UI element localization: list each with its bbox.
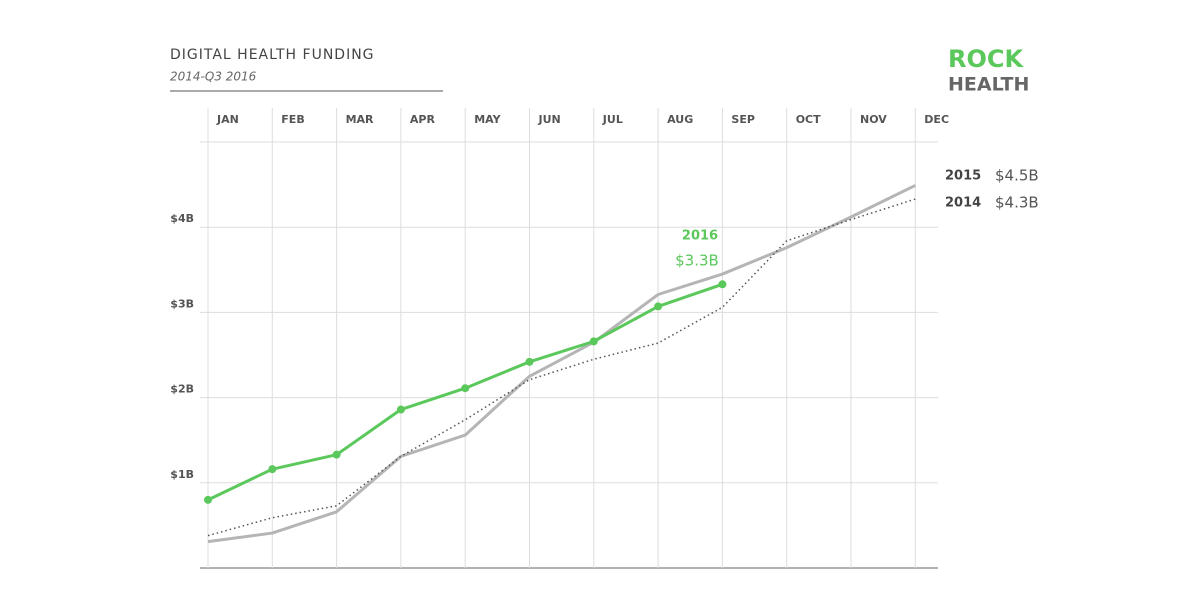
- chart-title: DIGITAL HEALTH FUNDING: [170, 47, 375, 63]
- y-tick-label: $3B: [170, 297, 194, 310]
- end-label: $4.3B: [995, 194, 1039, 212]
- x-tick-label: JUL: [602, 113, 623, 126]
- x-tick-label: MAR: [346, 113, 374, 126]
- point: [654, 302, 663, 311]
- point: [204, 495, 212, 504]
- series-line: [207, 184, 916, 544]
- series-name: 2015: [945, 169, 981, 184]
- y-tick-label: $2B: [170, 383, 194, 396]
- x-tick-label: MAY: [474, 113, 501, 126]
- y-tick-label: $4B: [170, 212, 194, 225]
- x-tick-label: OCT: [796, 113, 821, 126]
- y-tick-label: $1B: [170, 468, 194, 481]
- x-tick-label: JAN: [216, 113, 239, 126]
- point: [396, 405, 405, 414]
- point: [525, 357, 534, 366]
- x-tick-label: NOV: [860, 113, 887, 126]
- chart-subtitle: 2014-Q3 2016: [170, 70, 257, 84]
- x-tick-label: JUN: [538, 113, 561, 126]
- x-tick-label: SEP: [731, 113, 755, 126]
- end-label: $4.5B: [995, 167, 1039, 185]
- x-tick-label: APR: [410, 113, 436, 126]
- point: [589, 337, 598, 346]
- series-name: 2016: [682, 229, 718, 244]
- series-name: 2014: [945, 196, 981, 211]
- logo-bottom: HEALTH: [948, 74, 1029, 96]
- x-tick-label: AUG: [667, 113, 693, 126]
- point: [718, 280, 727, 289]
- x-tick-label: DEC: [924, 113, 949, 126]
- point: [332, 450, 341, 459]
- logo-top: ROCK: [948, 45, 1024, 73]
- point: [268, 465, 277, 474]
- series-line: [207, 198, 916, 537]
- x-tick-label: FEB: [281, 113, 304, 126]
- point: [461, 384, 470, 393]
- end-label: $3.3B: [675, 252, 719, 270]
